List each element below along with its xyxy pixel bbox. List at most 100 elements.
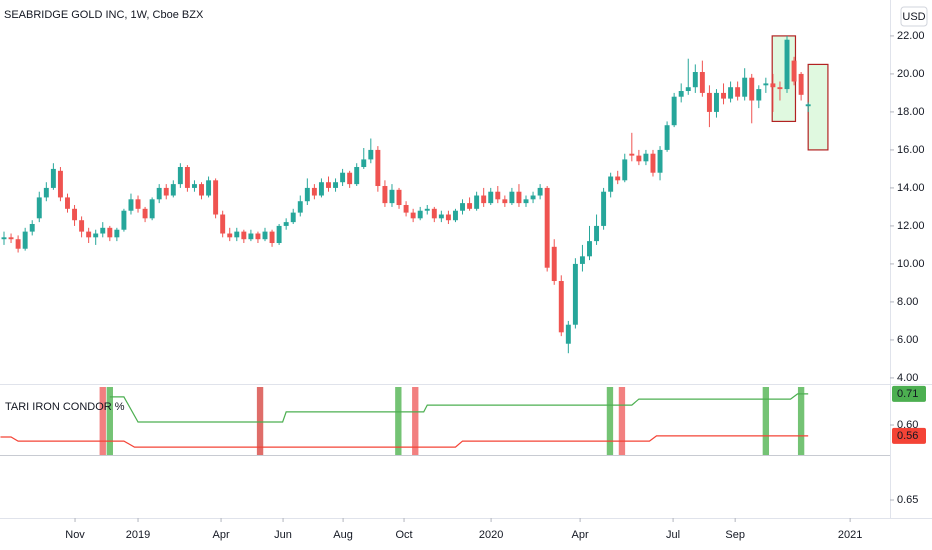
y-tick-label: 8.00 bbox=[897, 296, 918, 308]
candle-body bbox=[128, 199, 134, 211]
candle-body bbox=[86, 231, 92, 238]
candle-body bbox=[269, 231, 275, 244]
candle-body bbox=[572, 263, 578, 325]
candle-body bbox=[36, 197, 42, 219]
candle-body bbox=[283, 222, 289, 226]
y-tick-label: 18.00 bbox=[897, 106, 925, 118]
candle-body bbox=[763, 83, 769, 86]
candle-body bbox=[678, 91, 684, 97]
candle-body bbox=[234, 231, 240, 238]
candle-body bbox=[657, 149, 663, 173]
candle-body bbox=[326, 182, 331, 188]
candle-body bbox=[72, 208, 78, 221]
candle-body bbox=[184, 167, 190, 188]
x-tick-label: 2021 bbox=[838, 529, 862, 541]
candle-body bbox=[643, 153, 649, 162]
x-tick-label: Sep bbox=[725, 529, 745, 541]
candle-body bbox=[100, 227, 106, 234]
candle-body bbox=[537, 187, 543, 196]
y-tick-label: 16.00 bbox=[897, 144, 925, 156]
y-tick-label: 10.00 bbox=[897, 258, 925, 270]
y-tick-label: 0.65 bbox=[897, 494, 918, 506]
candle-body bbox=[565, 324, 571, 344]
candle-body bbox=[460, 203, 465, 211]
candle-body bbox=[93, 233, 99, 238]
candle-body bbox=[156, 187, 162, 200]
candle-body bbox=[509, 191, 515, 204]
candle-body bbox=[297, 201, 303, 213]
candle-body bbox=[424, 208, 430, 211]
currency-label[interactable]: USD bbox=[902, 11, 925, 23]
candle-body bbox=[135, 199, 141, 209]
candle-body bbox=[594, 225, 600, 242]
candle-body bbox=[15, 239, 21, 249]
candle-body bbox=[735, 87, 741, 97]
candle-body bbox=[622, 159, 628, 181]
candle-body bbox=[213, 180, 219, 215]
candle-body bbox=[756, 89, 762, 101]
candle-body bbox=[699, 72, 705, 93]
candle-body bbox=[452, 210, 458, 221]
candle-body bbox=[601, 191, 607, 226]
candle-body bbox=[671, 96, 677, 126]
candle-body bbox=[544, 187, 550, 268]
candle-body bbox=[615, 176, 621, 181]
candle-body bbox=[220, 214, 226, 234]
candle-body bbox=[579, 256, 585, 264]
candle-body bbox=[227, 233, 233, 238]
candle-body bbox=[199, 184, 204, 196]
candle-body bbox=[664, 125, 670, 150]
candle-body bbox=[728, 87, 734, 99]
candle-body bbox=[445, 214, 451, 221]
candle-body bbox=[347, 172, 353, 185]
y-tick-label: 6.00 bbox=[897, 334, 918, 346]
candle-body bbox=[50, 168, 56, 188]
candle-body bbox=[1, 237, 7, 240]
candle-body bbox=[481, 195, 487, 204]
candle-body bbox=[241, 231, 247, 240]
candle-body bbox=[692, 72, 698, 88]
candle-body bbox=[749, 77, 755, 101]
x-tick-label: 2020 bbox=[479, 529, 503, 541]
candle-body bbox=[791, 60, 797, 82]
signal-bar bbox=[797, 387, 805, 455]
candle-body bbox=[114, 229, 120, 238]
y-tick-label: 22.00 bbox=[897, 30, 925, 42]
x-tick-label: 2019 bbox=[126, 529, 150, 541]
highlight-box bbox=[807, 63, 829, 151]
candle-body bbox=[742, 77, 748, 97]
x-tick-label: Nov bbox=[65, 529, 85, 541]
candle-body bbox=[389, 189, 395, 204]
candle-body bbox=[805, 104, 811, 107]
candle-body bbox=[608, 176, 614, 192]
y-tick-label: 4.00 bbox=[897, 372, 918, 384]
currency-button[interactable] bbox=[900, 6, 928, 27]
candle-body bbox=[170, 184, 176, 196]
candle-body bbox=[403, 205, 409, 213]
candle-body bbox=[431, 208, 437, 219]
candle-body bbox=[777, 87, 783, 90]
last-value-label: 0.56 bbox=[897, 430, 918, 442]
candle-body bbox=[629, 153, 635, 156]
candle-body bbox=[149, 199, 155, 219]
candle-body bbox=[142, 208, 148, 219]
y-tick-label: 20.00 bbox=[897, 68, 925, 80]
candle-body bbox=[248, 233, 254, 240]
candle-body bbox=[354, 167, 360, 185]
candle-body bbox=[516, 191, 522, 204]
candle-body bbox=[368, 149, 374, 160]
candle-body bbox=[713, 92, 719, 112]
candle-body bbox=[191, 184, 197, 188]
candle-body bbox=[340, 172, 346, 183]
candle-body bbox=[551, 246, 557, 282]
chart-title: SEABRIDGE GOLD INC, 1W, Cboe BZX bbox=[4, 9, 204, 21]
y-tick-label: 12.00 bbox=[897, 220, 925, 232]
indicator-line bbox=[0, 435, 809, 448]
x-tick-label: Apr bbox=[212, 529, 229, 541]
candle-body bbox=[163, 187, 169, 196]
candle-body bbox=[410, 212, 416, 219]
signal-bar bbox=[606, 387, 614, 455]
candle-body bbox=[79, 220, 85, 232]
signal-bar bbox=[106, 387, 113, 455]
candle-body bbox=[361, 159, 367, 168]
